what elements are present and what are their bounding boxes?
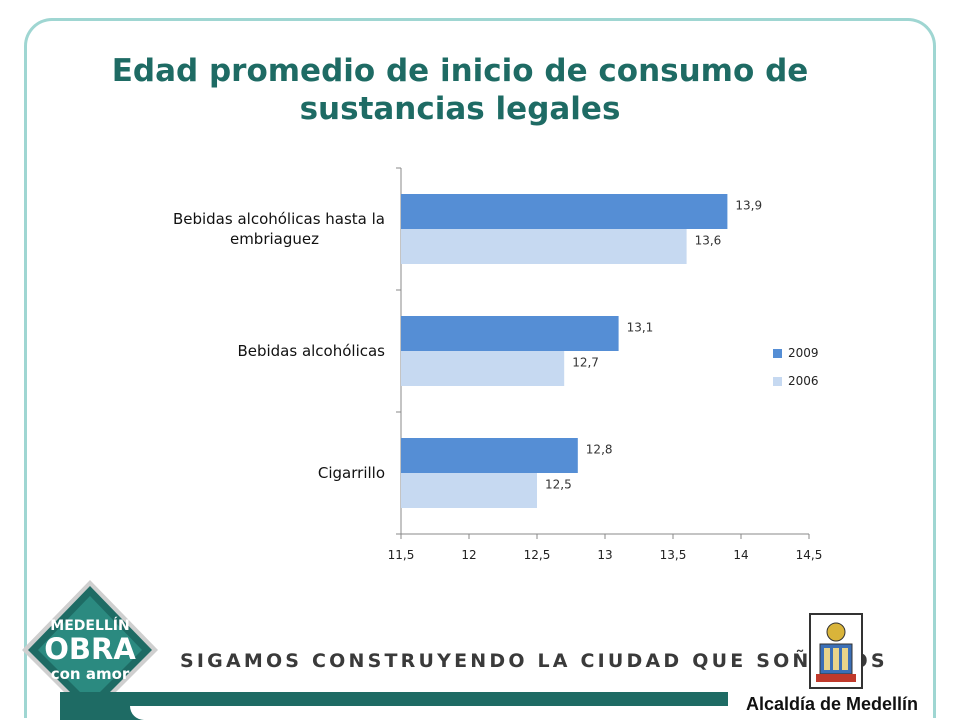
chart-bars [401,194,728,508]
slide-frame [24,18,936,718]
bar-2006-3 [401,473,537,508]
logo-line-3: con amor [50,665,130,683]
category-label: Bebidas alcohólicas hasta la embriaguez [173,210,385,248]
institution-name: Alcaldía de Medellín [746,694,919,714]
x-tick-label: 12,5 [524,548,551,562]
legend-label-2009: 2009 [788,346,819,360]
legend-swatch-2006 [773,377,782,386]
x-tick-label: 13,5 [660,548,687,562]
bar-2006-2 [401,351,565,386]
medellin-obra-con-amor-logo [22,580,158,718]
x-tick-label: 13 [597,548,612,562]
category-label-line: embriaguez [230,230,319,248]
legend-label-2006: 2006 [788,374,819,388]
bar-chart: 11,5 12 12,5 13 13,5 14 14,5 13,9 13,6 Bebidas a… [173,167,823,562]
chart-legend: 2009 2006 [773,346,819,388]
x-tick-label: 14,5 [796,548,823,562]
medellin-crest-icon [809,613,863,689]
data-label-2009-3: 12,8 [586,443,613,457]
chart-axes: 11,5 12 12,5 13 13,5 14 14,5 [388,167,823,562]
x-tick-label: 12 [461,548,476,562]
data-label-2009-1: 13,9 [735,199,762,213]
legend-swatch-2009 [773,349,782,358]
category-label-line: Cigarrillo [318,464,385,482]
x-tick-label: 14 [733,548,748,562]
bar-2006-1 [401,229,687,264]
chart-labels: 13,9 13,6 Bebidas alcohólicas hasta la embr… [173,199,762,492]
category-label-line: Bebidas alcohólicas [237,342,385,360]
bar-2009-3 [401,438,578,473]
footer-curve [130,706,730,720]
data-label-2006-3: 12,5 [545,478,572,492]
category-label: Bebidas alcohólicas [237,342,385,360]
slide-title: Edad promedio de inicio de consumo de su… [111,53,809,127]
bar-2009-2 [401,316,619,351]
logo-line-1: MEDELLÍN [50,618,130,634]
logo-line-2: OBRA [44,632,136,666]
data-label-2006-1: 13,6 [695,234,722,248]
category-label: Cigarrillo [318,464,385,482]
bar-2009-1 [401,194,728,229]
data-label-2006-2: 12,7 [572,356,599,370]
x-tick-label: 11,5 [388,548,415,562]
data-label-2009-2: 13,1 [627,321,654,335]
slogan: SIGAMOS CONSTRUYENDO LA CIUDAD QUE SOÑAM… [180,650,888,672]
category-label-line: Bebidas alcohólicas hasta la [173,210,385,228]
